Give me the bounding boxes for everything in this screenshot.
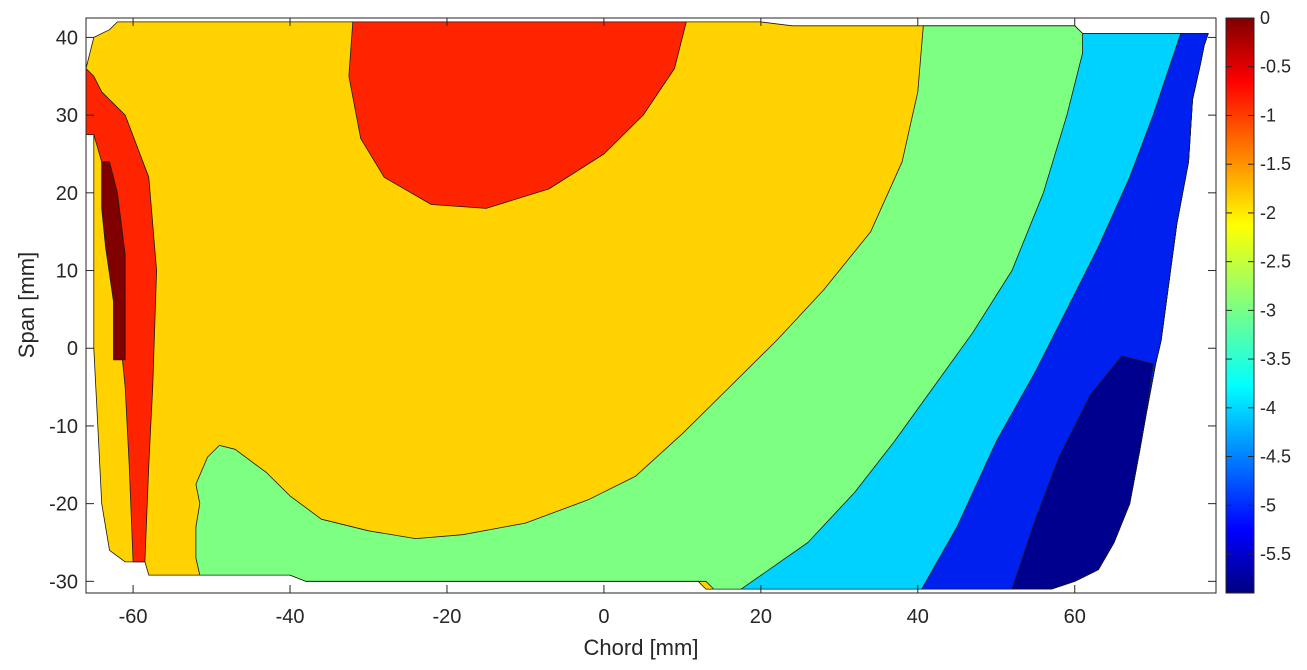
y-tick-label: 20 — [56, 183, 78, 205]
x-tick-label: 40 — [907, 606, 929, 628]
colorbar-tick-label: -1.5 — [1260, 154, 1291, 174]
plot-area-frame — [85, 17, 1217, 594]
y-axis-ticks: -30 -20 -10 0 10 20 30 40 — [49, 27, 1216, 593]
colorbar-tick-label: -4 — [1260, 398, 1276, 418]
y-axis-label: Span [mm] — [14, 252, 39, 358]
contour-region-5 — [348, 21, 687, 209]
x-tick-label: -60 — [119, 606, 148, 628]
x-axis-ticks: -60 -40 -20 0 20 40 60 — [119, 18, 1086, 628]
colorbar-tick-label: 0 — [1260, 8, 1270, 28]
colorbar-tick-label: -5 — [1260, 495, 1276, 515]
contour-region-4 — [1011, 355, 1154, 590]
colorbar — [1225, 17, 1255, 594]
x-tick-label: -20 — [433, 606, 462, 628]
x-tick-label: 60 — [1064, 606, 1086, 628]
colorbar-tick-label: -0.5 — [1260, 57, 1291, 77]
y-tick-label: -20 — [49, 494, 78, 516]
y-tick-label: 40 — [56, 27, 78, 49]
colorbar-tick-label: -4.5 — [1260, 447, 1291, 467]
colorbar-tick-label: -2.5 — [1260, 252, 1291, 272]
colorbar-tick-label: -3 — [1260, 300, 1276, 320]
colorbar-tick-label: -1 — [1260, 105, 1276, 125]
contour-regions — [86, 21, 1209, 590]
x-tick-label: 20 — [750, 606, 772, 628]
colorbar-tick-label: -2 — [1260, 203, 1276, 223]
colorbar-tick-label: -5.5 — [1260, 544, 1291, 564]
y-tick-label: 10 — [56, 261, 78, 283]
x-tick-label: 0 — [598, 606, 609, 628]
colorbar-tick-label: -3.5 — [1260, 349, 1291, 369]
x-axis-label: Chord [mm] — [584, 635, 699, 660]
x-tick-label: -40 — [276, 606, 305, 628]
y-tick-label: 0 — [67, 338, 78, 360]
y-tick-label: -30 — [49, 571, 78, 593]
colorbar-ticks: 0 -0.5 -1 -1.5 -2 -2.5 -3 -3.5 -4 -4.5 -5 -5.5 — [1226, 8, 1291, 564]
y-tick-label: 30 — [56, 105, 78, 127]
y-tick-label: -10 — [49, 416, 78, 438]
contour-region-7 — [101, 161, 126, 361]
